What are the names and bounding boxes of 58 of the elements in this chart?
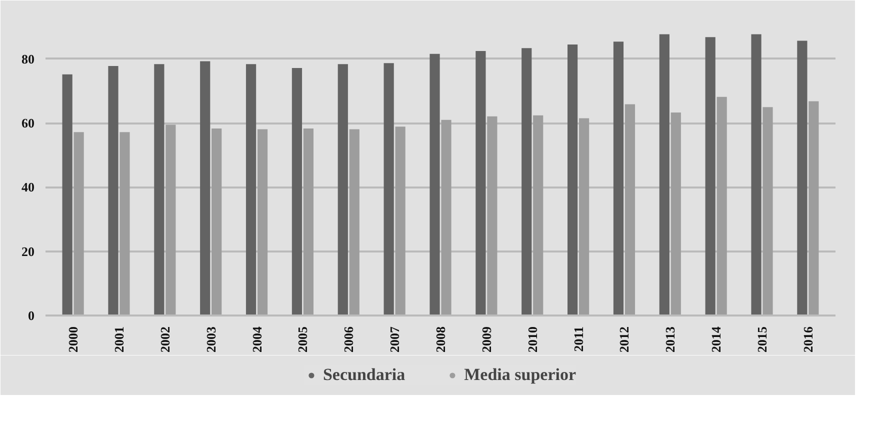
bar — [292, 68, 302, 316]
bar — [166, 124, 176, 316]
bar — [613, 42, 624, 316]
bar — [705, 37, 716, 316]
bar — [476, 50, 486, 316]
bar — [246, 64, 256, 316]
bar — [108, 66, 118, 316]
bar — [200, 61, 210, 316]
bar — [430, 54, 440, 316]
legend-label: Media superior — [464, 365, 576, 385]
x-tick-label: 2007 — [387, 326, 402, 352]
bar — [522, 48, 532, 316]
y-tick-label: 40 — [22, 180, 34, 195]
x-tick-label: 2004 — [249, 326, 264, 352]
x-tick-label: 2012 — [616, 326, 632, 352]
x-tick-label: 2002 — [157, 326, 172, 352]
bar — [384, 63, 394, 316]
bar — [716, 96, 727, 316]
bar — [349, 129, 360, 316]
bar — [751, 34, 762, 316]
x-tick-label: 2005 — [295, 326, 310, 352]
bar — [797, 40, 808, 316]
x-tick-label: 2001 — [111, 326, 126, 352]
bar — [624, 104, 636, 316]
x-tick-label: 2011 — [570, 326, 586, 352]
y-tick-label: 20 — [22, 244, 34, 259]
x-tick-label: 2009 — [478, 326, 494, 352]
bar — [338, 64, 348, 316]
bar — [212, 128, 222, 316]
bar — [441, 120, 452, 316]
bar — [670, 112, 681, 316]
bar — [578, 118, 590, 316]
x-tick-label: 2015 — [754, 326, 770, 352]
x-tick-label: 2016 — [800, 326, 816, 352]
y-tick-label: 80 — [22, 51, 34, 66]
x-tick-label: 2003 — [203, 326, 218, 352]
bar — [659, 34, 670, 316]
legend-label: Secundaria — [322, 365, 406, 385]
bar — [154, 64, 164, 316]
y-tick-label: 0 — [28, 308, 34, 323]
bar — [395, 126, 406, 316]
bar — [74, 132, 84, 316]
bar — [808, 101, 819, 316]
bar — [62, 74, 72, 316]
x-tick-label: 2000 — [66, 326, 81, 352]
bar — [120, 132, 130, 316]
x-tick-label: 2014 — [708, 326, 724, 352]
x-tick-label: 2006 — [341, 326, 356, 352]
x-tick-label: 2013 — [662, 326, 678, 352]
x-tick-label: 2010 — [524, 326, 540, 352]
bar — [487, 116, 498, 316]
bar — [303, 128, 314, 316]
x-tick-label: 2008 — [433, 326, 448, 352]
bar — [762, 107, 773, 316]
bar — [533, 115, 544, 316]
y-tick-label: 60 — [22, 116, 34, 131]
bar — [257, 129, 268, 316]
bar — [567, 44, 578, 316]
